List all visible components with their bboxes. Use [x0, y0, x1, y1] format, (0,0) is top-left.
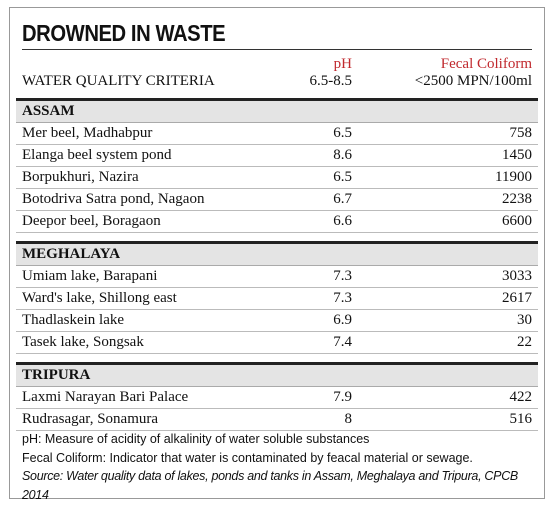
coliform-value: 3033	[502, 268, 532, 284]
section-header: ASSAM	[16, 98, 538, 123]
title: DROWNED IN WASTE	[22, 20, 226, 46]
coliform-value: 516	[509, 411, 533, 427]
table-row: Rudrasagar, Sonamura 8 516	[16, 409, 538, 431]
section: MEGHALAYA Umiam lake, Barapani 7.3 3033 Ward…	[16, 241, 538, 354]
ph-value: 7.4	[333, 334, 352, 350]
ph-value: 8.6	[333, 147, 352, 163]
infographic: DROWNED IN WASTE pH Fecal Coliform WATER…	[9, 7, 545, 502]
location: Mer beel, Madhabpur	[22, 125, 153, 141]
coliform-value: 30	[517, 312, 532, 328]
coliform-value: 2617	[502, 290, 532, 306]
section-header: TRIPURA	[16, 362, 538, 387]
location: Rudrasagar, Sonamura	[22, 411, 159, 427]
ph-range: 6.5-8.5	[309, 73, 353, 89]
section-header: MEGHALAYA	[16, 241, 538, 266]
section: TRIPURA Laxmi Narayan Bari Palace 7.9 422 Ru…	[16, 362, 538, 431]
header-row: WATER QUALITY CRITERIA 6.5-8.5 <2500 MPN…	[10, 73, 544, 90]
table-row: Tasek lake, Songsak 7.4 22	[16, 332, 538, 354]
criteria-label: WATER QUALITY CRITERIA	[22, 73, 215, 89]
table-row: Laxmi Narayan Bari Palace 7.9 422	[16, 387, 538, 409]
note: pH: Measure of acidity of alkalinity of …	[22, 432, 370, 446]
coliform-label: Fecal Coliform	[440, 56, 532, 72]
location: Umiam lake, Barapani	[22, 268, 158, 284]
location: Tasek lake, Songsak	[22, 334, 144, 350]
table-row: Elanga beel system pond 8.6 1450	[16, 145, 538, 167]
coliform-range: <2500 MPN/100ml	[414, 73, 532, 89]
ph-value: 7.9	[333, 389, 352, 405]
coliform-value: 22	[517, 334, 532, 350]
table-row: Mer beel, Madhabpur 6.5 758	[16, 123, 538, 145]
ph-value: 6.5	[333, 125, 352, 141]
location: Deepor beel, Boragaon	[22, 213, 161, 229]
location: Laxmi Narayan Bari Palace	[22, 389, 189, 405]
section: ASSAM Mer beel, Madhabpur 6.5 758 Elanga bee…	[16, 98, 538, 233]
coliform-value: 1450	[502, 147, 532, 163]
ph-value: 7.3	[333, 290, 352, 306]
table-row: Botodriva Satra pond, Nagaon 6.7 2238	[16, 189, 538, 211]
ph-value: 6.9	[333, 312, 352, 328]
ph-value: 6.6	[333, 213, 352, 229]
note: Fecal Coliform: Indicator that water is …	[22, 450, 473, 465]
table-row: Deepor beel, Boragaon 6.6 6600	[16, 211, 538, 233]
table-row: Umiam lake, Barapani 7.3 3033	[16, 266, 538, 288]
location: Botodriva Satra pond, Nagaon	[22, 191, 205, 207]
ph-value: 7.3	[333, 268, 352, 284]
ph-value: 8	[344, 411, 353, 427]
ph-value: 6.7	[333, 191, 352, 207]
table-row: Ward's lake, Shillong east 7.3 2617	[16, 288, 538, 310]
table-body: ASSAM Mer beel, Madhabpur 6.5 758 Elanga bee…	[10, 98, 544, 439]
coliform-value: 422	[509, 389, 533, 405]
footer: pH: Measure of acidity of alkalinity of …	[22, 430, 536, 504]
table-row: Borpukhuri, Nazira 6.5 11900	[16, 167, 538, 189]
coliform-value: 11900	[495, 169, 532, 185]
location: Elanga beel system pond	[22, 147, 172, 163]
header-row: pH Fecal Coliform	[10, 56, 544, 73]
ph-label: pH	[333, 56, 352, 72]
location: Ward's lake, Shillong east	[22, 290, 177, 306]
location: Thadlaskein lake	[22, 312, 125, 328]
title-rule	[22, 49, 532, 50]
coliform-value: 6600	[502, 213, 532, 229]
source: Source: Water quality data of lakes, pon…	[22, 469, 518, 502]
table-row: Thadlaskein lake 6.9 30	[16, 310, 538, 332]
table-header: pH Fecal Coliform WATER QUALITY CRITERIA…	[10, 56, 544, 90]
location: Borpukhuri, Nazira	[22, 169, 139, 185]
coliform-value: 758	[509, 125, 533, 141]
ph-value: 6.5	[333, 169, 352, 185]
coliform-value: 2238	[502, 191, 532, 207]
